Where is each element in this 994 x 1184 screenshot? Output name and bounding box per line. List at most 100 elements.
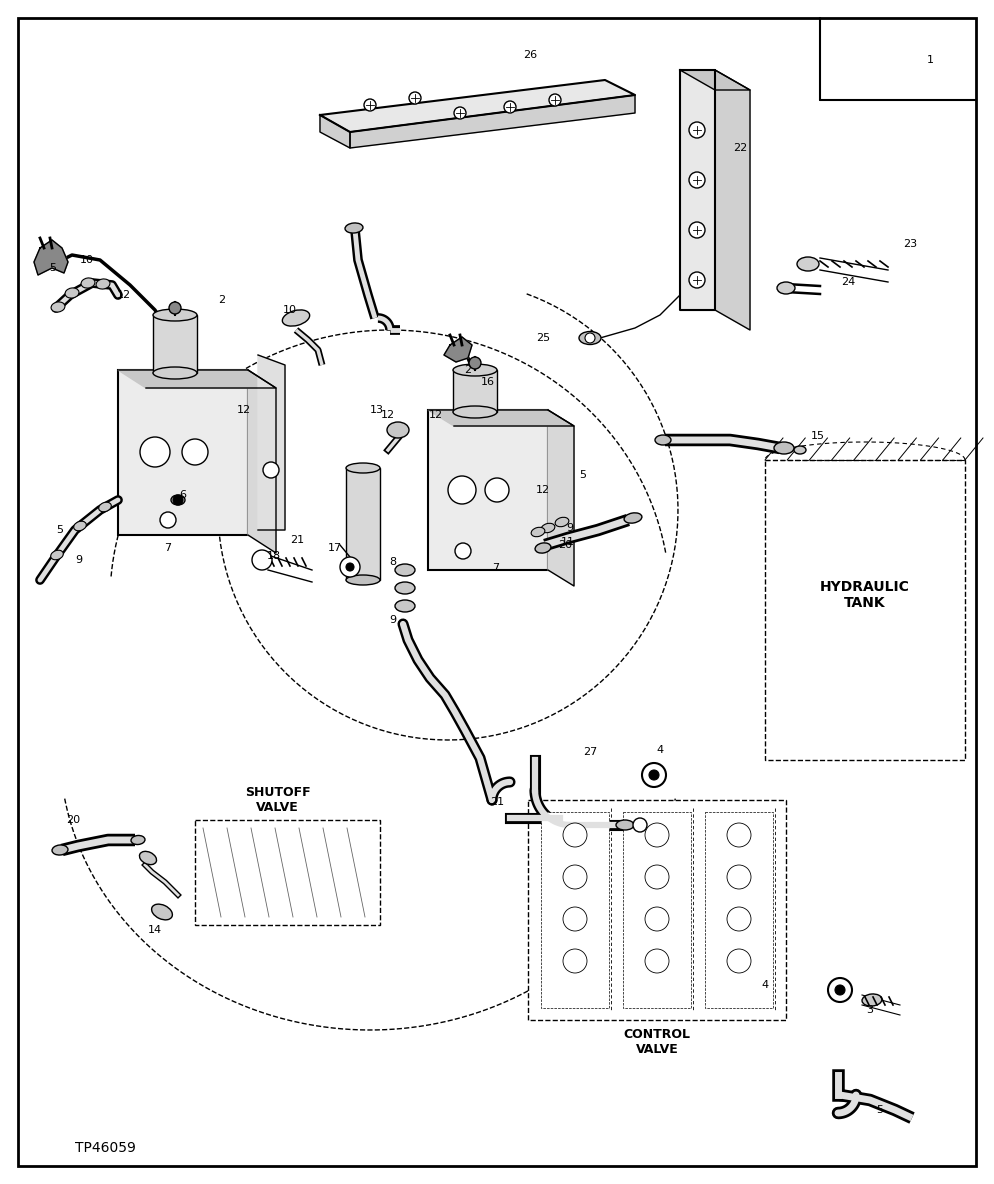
Text: 25: 25 (536, 333, 550, 343)
Circle shape (644, 866, 668, 889)
Circle shape (827, 978, 851, 1002)
Ellipse shape (171, 495, 185, 506)
Text: CONTROL
VALVE: CONTROL VALVE (623, 1028, 690, 1056)
Circle shape (484, 478, 509, 502)
Text: 9: 9 (76, 555, 83, 565)
Circle shape (251, 551, 271, 570)
Ellipse shape (74, 521, 86, 530)
Circle shape (688, 172, 705, 188)
Circle shape (346, 564, 354, 571)
Ellipse shape (531, 527, 545, 536)
Ellipse shape (51, 551, 64, 560)
Ellipse shape (541, 523, 555, 533)
Text: 12: 12 (237, 405, 250, 416)
Text: 2: 2 (219, 295, 226, 305)
Ellipse shape (452, 406, 496, 418)
Polygon shape (350, 95, 634, 148)
Ellipse shape (773, 442, 793, 453)
Circle shape (563, 823, 586, 847)
Text: 12: 12 (428, 410, 442, 420)
Circle shape (262, 462, 278, 478)
Circle shape (563, 866, 586, 889)
Ellipse shape (51, 302, 65, 313)
Text: 21: 21 (489, 797, 504, 807)
Ellipse shape (395, 600, 414, 612)
Bar (452, 371, 496, 412)
Ellipse shape (776, 282, 794, 294)
Ellipse shape (535, 543, 551, 553)
Polygon shape (715, 70, 749, 330)
Ellipse shape (555, 517, 569, 527)
Text: 22: 22 (733, 143, 746, 153)
Polygon shape (34, 240, 68, 275)
Text: 12: 12 (536, 485, 550, 495)
Text: 1: 1 (925, 54, 932, 65)
Ellipse shape (395, 564, 414, 575)
Circle shape (727, 823, 750, 847)
Text: 4: 4 (656, 745, 663, 755)
Bar (195, 821, 380, 925)
Polygon shape (320, 115, 350, 148)
Bar (153, 315, 197, 373)
Circle shape (632, 818, 646, 832)
Ellipse shape (654, 435, 670, 445)
Bar (705, 812, 772, 1008)
Text: 18: 18 (266, 551, 280, 561)
Text: 21: 21 (289, 535, 304, 545)
Text: 9: 9 (389, 614, 397, 625)
Circle shape (648, 770, 658, 780)
Circle shape (182, 439, 208, 465)
Circle shape (563, 950, 586, 973)
Ellipse shape (345, 223, 363, 233)
Ellipse shape (282, 310, 309, 326)
Text: 17: 17 (328, 543, 342, 553)
Circle shape (140, 437, 170, 466)
Ellipse shape (623, 513, 641, 523)
Circle shape (727, 950, 750, 973)
Text: 10: 10 (282, 305, 296, 315)
Bar (118, 371, 248, 535)
Text: 8: 8 (389, 556, 397, 567)
Circle shape (563, 907, 586, 931)
Ellipse shape (452, 363, 496, 377)
Circle shape (504, 101, 516, 112)
Text: 27: 27 (582, 747, 596, 757)
Text: 2: 2 (464, 365, 471, 375)
Text: 5: 5 (50, 263, 57, 274)
Text: 4: 4 (760, 980, 767, 990)
Text: SHUTOFF
VALVE: SHUTOFF VALVE (245, 786, 310, 815)
Text: 15: 15 (810, 431, 824, 440)
Circle shape (644, 907, 668, 931)
Ellipse shape (861, 993, 881, 1006)
Text: 20: 20 (558, 540, 572, 551)
Text: 13: 13 (370, 405, 384, 416)
Text: 5: 5 (579, 470, 585, 480)
Polygon shape (118, 371, 275, 388)
Circle shape (584, 333, 594, 343)
Ellipse shape (81, 278, 94, 288)
Ellipse shape (52, 845, 68, 855)
Text: 7: 7 (492, 564, 499, 573)
Circle shape (160, 511, 176, 528)
Polygon shape (320, 81, 634, 131)
Ellipse shape (346, 463, 380, 472)
Text: TP46059: TP46059 (75, 1141, 136, 1156)
Text: 14: 14 (148, 925, 162, 935)
Bar (622, 812, 690, 1008)
Text: 3: 3 (866, 1005, 873, 1015)
Circle shape (641, 762, 665, 787)
Ellipse shape (793, 446, 805, 453)
Circle shape (454, 543, 470, 559)
Text: 26: 26 (523, 50, 537, 60)
Text: 20: 20 (66, 815, 80, 825)
Circle shape (453, 107, 465, 120)
Text: 7: 7 (164, 543, 171, 553)
Text: 11: 11 (561, 538, 575, 547)
Circle shape (173, 495, 183, 506)
Ellipse shape (151, 905, 172, 920)
Polygon shape (248, 371, 275, 553)
Text: 12: 12 (381, 410, 395, 420)
Ellipse shape (153, 309, 197, 321)
Bar (764, 461, 964, 760)
Ellipse shape (98, 502, 111, 511)
